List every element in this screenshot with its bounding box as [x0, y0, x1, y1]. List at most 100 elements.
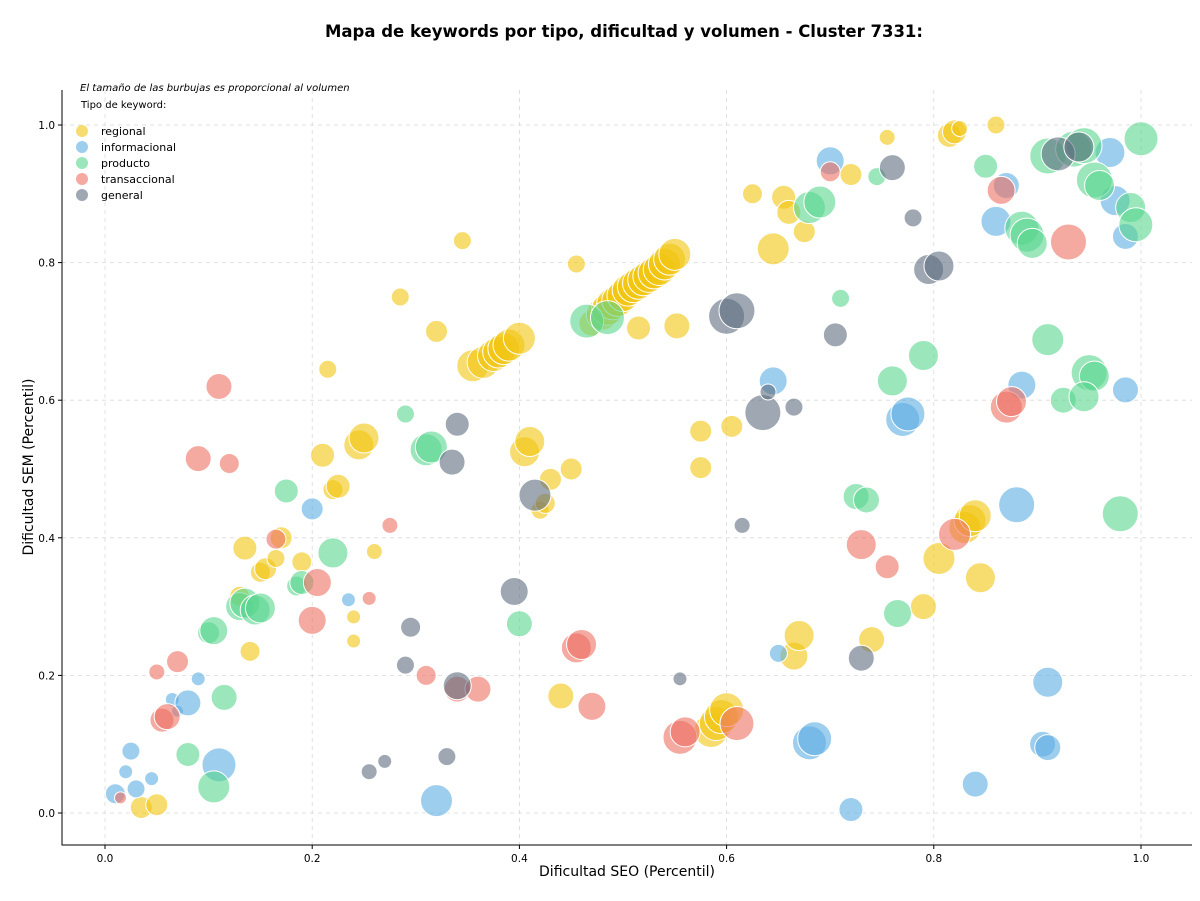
- bubble-regional: [922, 541, 956, 575]
- bubble-producto: [199, 616, 229, 646]
- bubble-regional: [663, 312, 691, 340]
- bubble-regional: [909, 593, 937, 621]
- bubble-producto: [210, 683, 238, 711]
- bubble-general: [847, 644, 875, 672]
- bubble-transaccional: [166, 650, 190, 674]
- bubble-transaccional: [297, 605, 327, 635]
- bubble-transaccional: [719, 706, 755, 742]
- bubble-transaccional: [218, 452, 240, 474]
- x-axis-label: Dificultad SEO (Percentil): [539, 864, 715, 880]
- y-tick-label: 0.8: [38, 258, 55, 270]
- legend-item-producto: producto: [76, 157, 150, 170]
- bubble-transaccional: [577, 691, 607, 721]
- bubble-transaccional: [669, 716, 701, 748]
- legend-label: general: [101, 189, 143, 202]
- bubble-regional: [266, 548, 286, 568]
- bubble-regional: [291, 551, 313, 573]
- bubble-informacional: [118, 764, 134, 780]
- bubble-producto: [852, 486, 880, 514]
- bubble-informacional: [144, 771, 160, 787]
- y-tick-label: 0.6: [38, 395, 55, 407]
- bubble-producto: [1123, 121, 1159, 157]
- legend-marker: [76, 157, 88, 169]
- bubble-general: [784, 397, 804, 417]
- bubble-regional: [318, 359, 338, 379]
- bubble-producto: [589, 300, 625, 336]
- bubble-transaccional: [996, 386, 1027, 418]
- chart-title: Mapa de keywords por tipo, dificultad y …: [325, 22, 923, 41]
- bubble-regional: [689, 456, 713, 480]
- legend-marker: [76, 189, 88, 201]
- bubble-informacional: [1032, 666, 1064, 698]
- y-axis-label: Dificultad SEM (Percentil): [21, 379, 37, 556]
- x-tick-label: 0.4: [511, 853, 528, 865]
- bubble-informacional: [1034, 734, 1062, 762]
- bubble-general: [444, 411, 470, 437]
- bubble-regional: [720, 414, 744, 438]
- bubble-transaccional: [381, 516, 399, 534]
- bubble-producto: [175, 742, 201, 768]
- bubble-regional: [346, 609, 362, 625]
- legend: regional informacional producto transaccion…: [76, 125, 176, 202]
- bubble-regional: [742, 183, 763, 205]
- bubble-regional: [658, 237, 692, 271]
- legend-label: transaccional: [101, 173, 175, 186]
- bubble-producto: [1084, 170, 1116, 202]
- legend-item-regional: regional: [76, 125, 146, 138]
- series-transaccional: [114, 161, 1087, 805]
- bubble-regional: [346, 633, 362, 649]
- y-tick-label: 0.2: [38, 670, 55, 682]
- y-axis-ticks: 0.0 0.2 0.4 0.6 0.8 1.0: [38, 120, 62, 820]
- bubble-general: [377, 753, 393, 769]
- bubbles-layer: [104, 115, 1159, 823]
- bubble-regional: [878, 128, 896, 146]
- bubble-informacional: [890, 396, 926, 432]
- bubble-general: [759, 383, 777, 401]
- bubble-transaccional: [938, 517, 972, 551]
- legend-marker: [76, 141, 88, 153]
- bubble-general: [438, 448, 466, 476]
- bubble-transaccional: [153, 703, 181, 731]
- bubble-general: [400, 616, 422, 638]
- y-tick-label: 1.0: [38, 120, 55, 132]
- legend-item-general: general: [76, 189, 143, 202]
- y-tick-label: 0.4: [38, 533, 55, 545]
- bubble-regional: [626, 315, 652, 341]
- bubble-general: [395, 655, 415, 675]
- bubble-transaccional: [302, 568, 332, 598]
- bubble-producto: [197, 770, 231, 804]
- bubble-regional: [325, 473, 351, 499]
- bubble-transaccional: [874, 554, 900, 580]
- bubble-producto: [395, 404, 415, 424]
- bubble-general: [923, 250, 955, 282]
- y-tick-label: 0.0: [38, 808, 55, 820]
- bubble-informacional: [300, 497, 324, 521]
- bubble-regional: [783, 619, 815, 651]
- legend-marker: [76, 173, 88, 185]
- bubble-general: [733, 516, 751, 534]
- bubble-producto: [973, 153, 999, 179]
- bubble-producto: [907, 339, 939, 371]
- legend-item-informacional: informacional: [76, 141, 176, 154]
- axes-spines: [61, 90, 1192, 846]
- bubble-regional: [502, 321, 536, 355]
- x-tick-label: 1.0: [1133, 853, 1150, 865]
- bubble-regional: [958, 499, 992, 533]
- bubble-regional: [547, 682, 575, 710]
- bubble-producto: [831, 288, 851, 308]
- bubble-transaccional: [986, 175, 1016, 205]
- bubble-transaccional: [566, 628, 598, 660]
- legend-label: informacional: [101, 141, 176, 154]
- bubble-informacional: [126, 779, 146, 799]
- bubble-informacional: [340, 592, 356, 608]
- bubble-general: [360, 763, 378, 781]
- x-tick-label: 0.2: [304, 853, 321, 865]
- series-informacional: [104, 137, 1139, 823]
- bubble-regional: [348, 422, 380, 454]
- bubble-general: [437, 747, 457, 767]
- bubble-general: [518, 478, 552, 512]
- legend-item-transaccional: transaccional: [76, 173, 175, 186]
- bubble-producto: [1031, 323, 1065, 357]
- bubble-transaccional: [819, 161, 841, 183]
- bubble-producto: [317, 537, 349, 569]
